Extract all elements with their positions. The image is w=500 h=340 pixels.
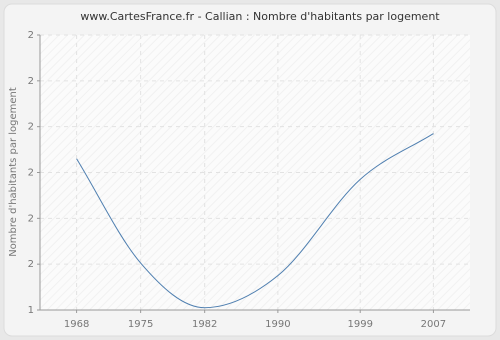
x-tick-label: 1990 [265,319,290,330]
plot-area [40,35,470,310]
y-tick-label: 2 [28,213,34,224]
y-tick-label: 2 [28,76,34,87]
chart-title: www.CartesFrance.fr - Callian : Nombre d… [80,10,440,23]
y-axis-label: Nombre d'habitants par logement [8,87,19,257]
y-tick-label: 2 [28,30,34,41]
x-tick-label: 1975 [128,319,153,330]
x-tick-label: 1968 [64,319,89,330]
x-tick-label: 1999 [347,319,372,330]
y-tick-label: 2 [28,122,34,133]
y-tick-label: 2 [28,168,34,179]
data-line [76,133,434,309]
x-tick-label: 2007 [421,319,446,330]
y-tick-label: 1 [28,305,34,316]
x-tick-label: 1982 [192,319,217,330]
y-tick-label: 2 [28,259,34,270]
